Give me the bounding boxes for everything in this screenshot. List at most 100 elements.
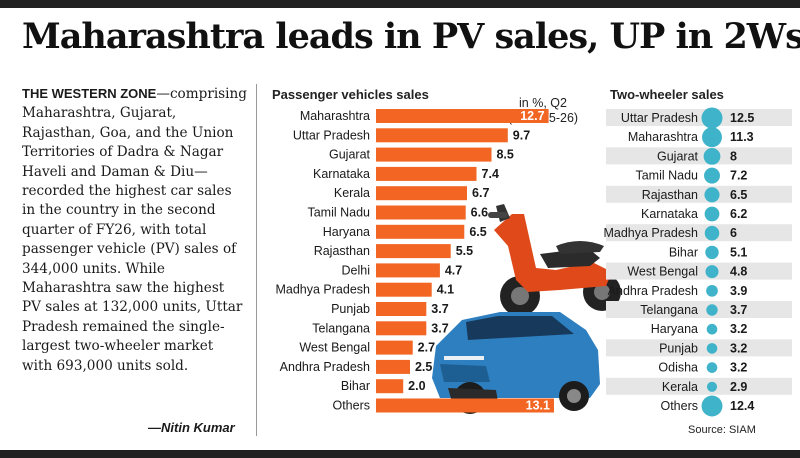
tw-row-stripe xyxy=(606,185,792,203)
tw-category-label: Telangana xyxy=(640,303,698,317)
pv-category-label: Madhya Pradesh xyxy=(275,283,370,297)
tw-row-stripe xyxy=(606,301,792,318)
pv-value-label: 4.1 xyxy=(437,283,454,297)
pv-bar xyxy=(376,205,466,220)
tw-value-label: 3.9 xyxy=(730,284,747,298)
tw-value-label: 6.5 xyxy=(730,188,747,202)
tw-bubble xyxy=(706,343,718,354)
pv-category-label: Maharashtra xyxy=(300,109,370,123)
tw-bubble xyxy=(702,127,722,148)
tw-bubble xyxy=(704,187,720,203)
tw-bubble xyxy=(701,107,723,129)
tw-value-label: 8 xyxy=(730,149,737,163)
pv-category-label: Haryana xyxy=(323,225,370,239)
tw-value-label: 3.2 xyxy=(730,361,747,375)
pv-category-label: Gujarat xyxy=(329,148,371,162)
bottom-rule xyxy=(0,450,800,458)
pv-value-label: 6.6 xyxy=(471,206,488,220)
car-illustration xyxy=(432,312,600,414)
pv-value-label: 3.7 xyxy=(431,302,448,316)
pv-category-label: Kerala xyxy=(334,186,370,200)
pv-category-label: Karnataka xyxy=(313,167,370,181)
tw-bubble xyxy=(705,245,719,260)
tw-category-label: Tamil Nadu xyxy=(635,169,698,183)
tw-chart-title: Two-wheeler sales xyxy=(610,87,724,102)
pv-bar xyxy=(376,109,549,123)
tw-category-label: Andhra Pradesh xyxy=(608,284,698,298)
tw-value-label: 12.5 xyxy=(730,111,754,125)
tw-row-stripe xyxy=(606,339,792,357)
tw-row-stripe xyxy=(606,224,792,242)
tw-bubble xyxy=(703,148,721,165)
intro-body: —comprising Maharashtra, Gujarat, Rajast… xyxy=(22,86,247,374)
tw-bubble xyxy=(706,304,718,316)
pv-value-label: 7.4 xyxy=(482,167,499,181)
pv-bar xyxy=(376,263,440,278)
tw-category-label: Kerala xyxy=(662,380,698,394)
pv-chart-title: Passenger vehicles sales xyxy=(272,87,429,102)
pv-category-label: Rajasthan xyxy=(314,244,370,258)
tw-bubble xyxy=(704,225,720,241)
top-rule xyxy=(0,0,800,8)
pv-value-label: 6.5 xyxy=(469,225,486,239)
pv-category-label: Others xyxy=(332,399,370,413)
tw-bubble xyxy=(706,362,718,373)
pv-bar xyxy=(376,186,467,201)
pv-category-label: Tamil Nadu xyxy=(307,206,370,220)
tw-category-label: Others xyxy=(660,399,698,413)
pv-value-label: 4.7 xyxy=(445,263,462,277)
byline: —Nitin Kumar xyxy=(148,420,235,435)
tw-category-label: Gujarat xyxy=(657,149,699,163)
pv-bar xyxy=(376,224,465,239)
intro-lead: THE WESTERN ZONE xyxy=(22,86,157,101)
intro-text: THE WESTERN ZONE—comprising Maharashtra,… xyxy=(22,84,247,376)
tw-value-label: 6 xyxy=(730,226,737,240)
tw-value-label: 7.2 xyxy=(730,169,747,183)
tw-category-label: Karnataka xyxy=(641,207,698,221)
tw-row-stripe xyxy=(606,377,792,395)
pv-value-label: 6.7 xyxy=(472,186,489,200)
column-divider xyxy=(256,84,257,436)
pv-value-label: 12.7 xyxy=(520,109,544,123)
tw-bubble xyxy=(704,167,720,184)
pv-bar xyxy=(376,321,427,336)
tw-row-stripe xyxy=(606,109,792,126)
tw-category-label: Haryana xyxy=(651,322,698,336)
tw-value-label: 3.2 xyxy=(730,322,747,336)
pv-bar xyxy=(376,340,413,355)
headline: Maharashtra leads in PV sales, UP in 2Ws xyxy=(22,16,800,57)
tw-value-label: 12.4 xyxy=(730,399,754,413)
tw-bubble-chart: Uttar Pradesh 12.5 Maharashtra 11.3 Gujarat 8… xyxy=(603,107,792,417)
pv-bar xyxy=(376,244,451,259)
pv-bar xyxy=(376,147,492,162)
tw-category-label: Odisha xyxy=(658,361,698,375)
tw-value-label: 3.2 xyxy=(730,341,747,355)
tw-bubble xyxy=(706,381,718,392)
tw-bubble xyxy=(704,206,720,222)
pv-value-label: 2.5 xyxy=(415,360,432,374)
tw-row-stripe xyxy=(606,147,792,165)
tw-bubble xyxy=(706,323,718,335)
pv-bar xyxy=(376,128,508,143)
pv-value-label: 8.5 xyxy=(496,148,513,162)
tw-value-label: 5.1 xyxy=(730,245,747,259)
pv-category-label: Telangana xyxy=(312,321,370,335)
pv-category-label: Punjab xyxy=(331,302,370,316)
tw-bubble xyxy=(705,265,719,279)
tw-value-label: 3.7 xyxy=(730,303,747,317)
pv-bar xyxy=(376,282,432,297)
pv-category-label: Delhi xyxy=(342,263,371,277)
tw-category-label: Bihar xyxy=(669,245,698,259)
pv-value-label: 5.5 xyxy=(456,244,473,258)
tw-bubble xyxy=(706,284,718,297)
pv-bar xyxy=(376,166,477,181)
pv-category-label: Uttar Pradesh xyxy=(293,128,370,142)
tw-value-label: 4.8 xyxy=(730,265,747,279)
tw-value-label: 2.9 xyxy=(730,380,747,394)
pv-category-label: Bihar xyxy=(341,379,370,393)
tw-value-label: 11.3 xyxy=(730,130,754,144)
scooter-illustration xyxy=(488,204,621,316)
pv-bar xyxy=(376,379,404,394)
pv-value-label: 2.0 xyxy=(408,379,425,393)
